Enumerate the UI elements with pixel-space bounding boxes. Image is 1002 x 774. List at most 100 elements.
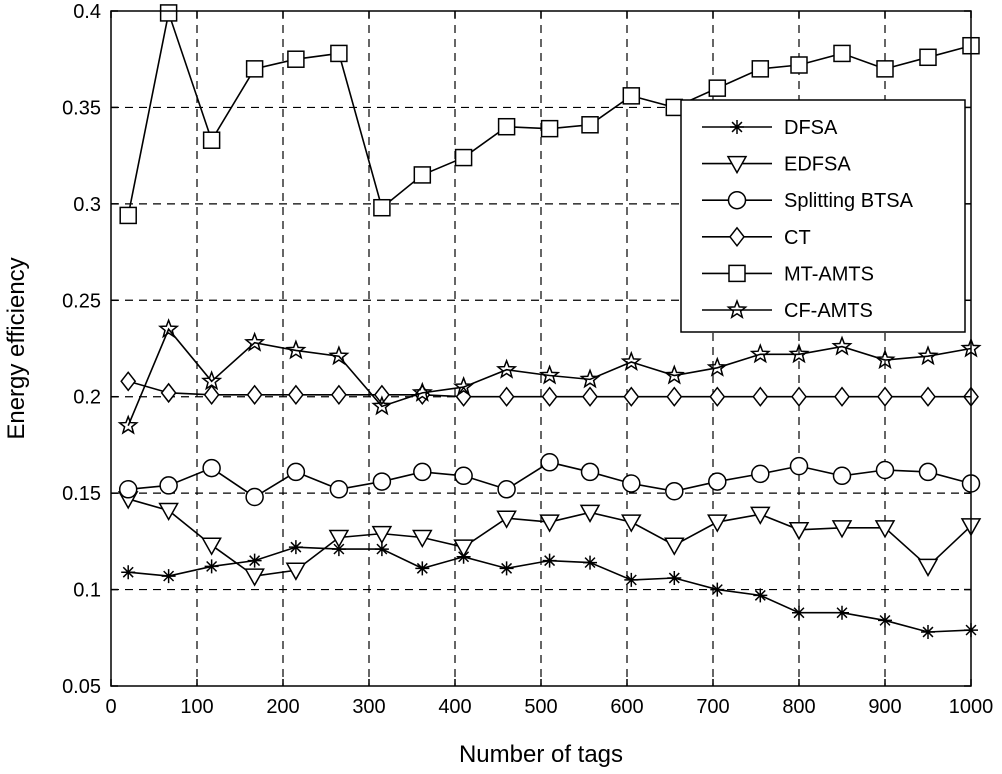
data-point-dfsa bbox=[204, 559, 219, 574]
data-point-edfsa bbox=[285, 562, 307, 581]
data-point-cf-amts bbox=[706, 356, 728, 377]
data-point-splitting-btsa bbox=[372, 472, 392, 491]
data-point-mt-amts bbox=[287, 50, 305, 68]
data-point-dfsa bbox=[753, 588, 768, 603]
x-tick-label: 100 bbox=[180, 696, 213, 718]
legend-marker-dfsa bbox=[730, 120, 744, 134]
data-point-edfsa bbox=[750, 506, 771, 525]
data-point-cf-amts bbox=[749, 343, 771, 364]
data-point-ct bbox=[752, 386, 769, 407]
data-point-edfsa bbox=[664, 537, 685, 556]
data-point-mt-amts bbox=[581, 116, 599, 134]
y-tick-label: 0.25 bbox=[62, 290, 101, 312]
data-point-splitting-btsa bbox=[622, 474, 641, 493]
x-tick-label: 300 bbox=[352, 696, 385, 718]
y-tick-label: 0.05 bbox=[62, 676, 101, 698]
data-point-edfsa bbox=[917, 558, 939, 577]
y-tick-label: 0.3 bbox=[73, 194, 101, 216]
legend-marker-ct bbox=[729, 226, 745, 248]
series-cf-amts bbox=[117, 318, 982, 435]
data-point-splitting-btsa bbox=[286, 462, 306, 482]
data-point-cf-amts bbox=[244, 331, 266, 352]
data-point-ct bbox=[877, 386, 893, 407]
data-point-mt-amts bbox=[622, 87, 641, 105]
data-point-dfsa bbox=[792, 605, 806, 620]
y-axis-title: Energy efficiency bbox=[3, 257, 30, 439]
data-point-splitting-btsa bbox=[708, 472, 727, 491]
x-tick-label: 1000 bbox=[949, 696, 994, 718]
legend-item-cf-amts: CF-AMTS bbox=[702, 298, 873, 322]
data-point-edfsa bbox=[874, 520, 896, 539]
data-point-edfsa bbox=[328, 529, 350, 549]
legend-item-mt-amts: MT-AMTS bbox=[702, 263, 874, 285]
legend-item-ct: CT bbox=[702, 226, 811, 249]
data-point-splitting-btsa bbox=[789, 456, 809, 476]
data-point-cf-amts bbox=[453, 375, 475, 397]
y-tick-label: 0.1 bbox=[73, 580, 101, 602]
data-point-dfsa bbox=[583, 555, 598, 570]
data-point-edfsa bbox=[201, 537, 222, 556]
x-tick-label: 400 bbox=[438, 696, 471, 718]
data-point-splitting-btsa bbox=[329, 480, 349, 499]
data-point-edfsa bbox=[831, 520, 853, 539]
data-point-splitting-btsa bbox=[580, 462, 600, 482]
data-point-mt-amts bbox=[159, 4, 178, 22]
legend-box bbox=[680, 99, 966, 333]
x-tick-label: 500 bbox=[524, 696, 557, 718]
data-point-mt-amts bbox=[454, 148, 473, 167]
data-point-cf-amts bbox=[328, 345, 350, 366]
data-point-edfsa bbox=[496, 510, 517, 529]
data-point-splitting-btsa bbox=[918, 462, 938, 482]
data-point-cf-amts bbox=[663, 364, 685, 385]
data-point-dfsa bbox=[710, 582, 725, 597]
legend-marker-splitting-btsa bbox=[727, 190, 747, 210]
data-point-edfsa bbox=[788, 522, 810, 541]
data-point-splitting-btsa bbox=[832, 466, 852, 486]
data-point-cf-amts bbox=[874, 348, 896, 370]
data-point-dfsa bbox=[667, 571, 682, 585]
data-point-splitting-btsa bbox=[875, 460, 895, 480]
legend-label: MT-AMTS bbox=[784, 263, 874, 285]
data-point-splitting-btsa bbox=[413, 462, 432, 482]
legend-label: CT bbox=[784, 227, 811, 249]
data-point-edfsa bbox=[539, 514, 560, 533]
data-point-cf-amts bbox=[788, 343, 810, 364]
data-point-dfsa bbox=[331, 542, 346, 557]
legend-marker-edfsa bbox=[726, 155, 748, 175]
data-point-ct bbox=[582, 386, 598, 407]
data-point-mt-amts bbox=[119, 206, 137, 225]
data-point-dfsa bbox=[542, 553, 557, 568]
axis-ticks: 0 100 200 300 400 500 600 700 800 900 1000 0.05 0.1 0… bbox=[62, 1, 993, 718]
legend-item-splitting-btsa: Splitting BTSA bbox=[702, 190, 914, 212]
data-point-mt-amts bbox=[665, 98, 684, 117]
data-point-cf-amts bbox=[117, 414, 139, 435]
data-point-dfsa bbox=[921, 625, 935, 639]
data-point-cf-amts bbox=[371, 395, 393, 416]
data-point-ct bbox=[287, 384, 304, 406]
data-point-edfsa bbox=[621, 514, 642, 533]
data-point-ct bbox=[120, 371, 137, 392]
data-point-ct bbox=[791, 386, 807, 407]
data-point-ct bbox=[666, 386, 683, 407]
data-point-mt-amts bbox=[330, 44, 348, 63]
data-point-mt-amts bbox=[540, 119, 559, 138]
data-point-mt-amts bbox=[790, 56, 808, 74]
data-point-dfsa bbox=[878, 613, 892, 628]
data-point-ct bbox=[373, 384, 390, 406]
data-point-cf-amts bbox=[539, 364, 561, 385]
data-point-ct bbox=[834, 386, 850, 407]
data-point-dfsa bbox=[288, 540, 303, 555]
data-point-ct bbox=[160, 382, 177, 404]
data-point-mt-amts bbox=[919, 48, 937, 67]
data-point-splitting-btsa bbox=[454, 466, 473, 486]
legend-label: Splitting BTSA bbox=[784, 190, 914, 212]
legend-marker-mt-amts bbox=[728, 264, 746, 283]
data-point-ct bbox=[330, 384, 347, 406]
data-point-splitting-btsa bbox=[159, 476, 178, 495]
data-point-cf-amts bbox=[411, 381, 433, 402]
x-tick-label: 200 bbox=[266, 696, 299, 718]
data-point-ct bbox=[498, 386, 515, 407]
legend-marker-cf-amts bbox=[726, 298, 748, 320]
data-point-dfsa bbox=[121, 565, 136, 580]
